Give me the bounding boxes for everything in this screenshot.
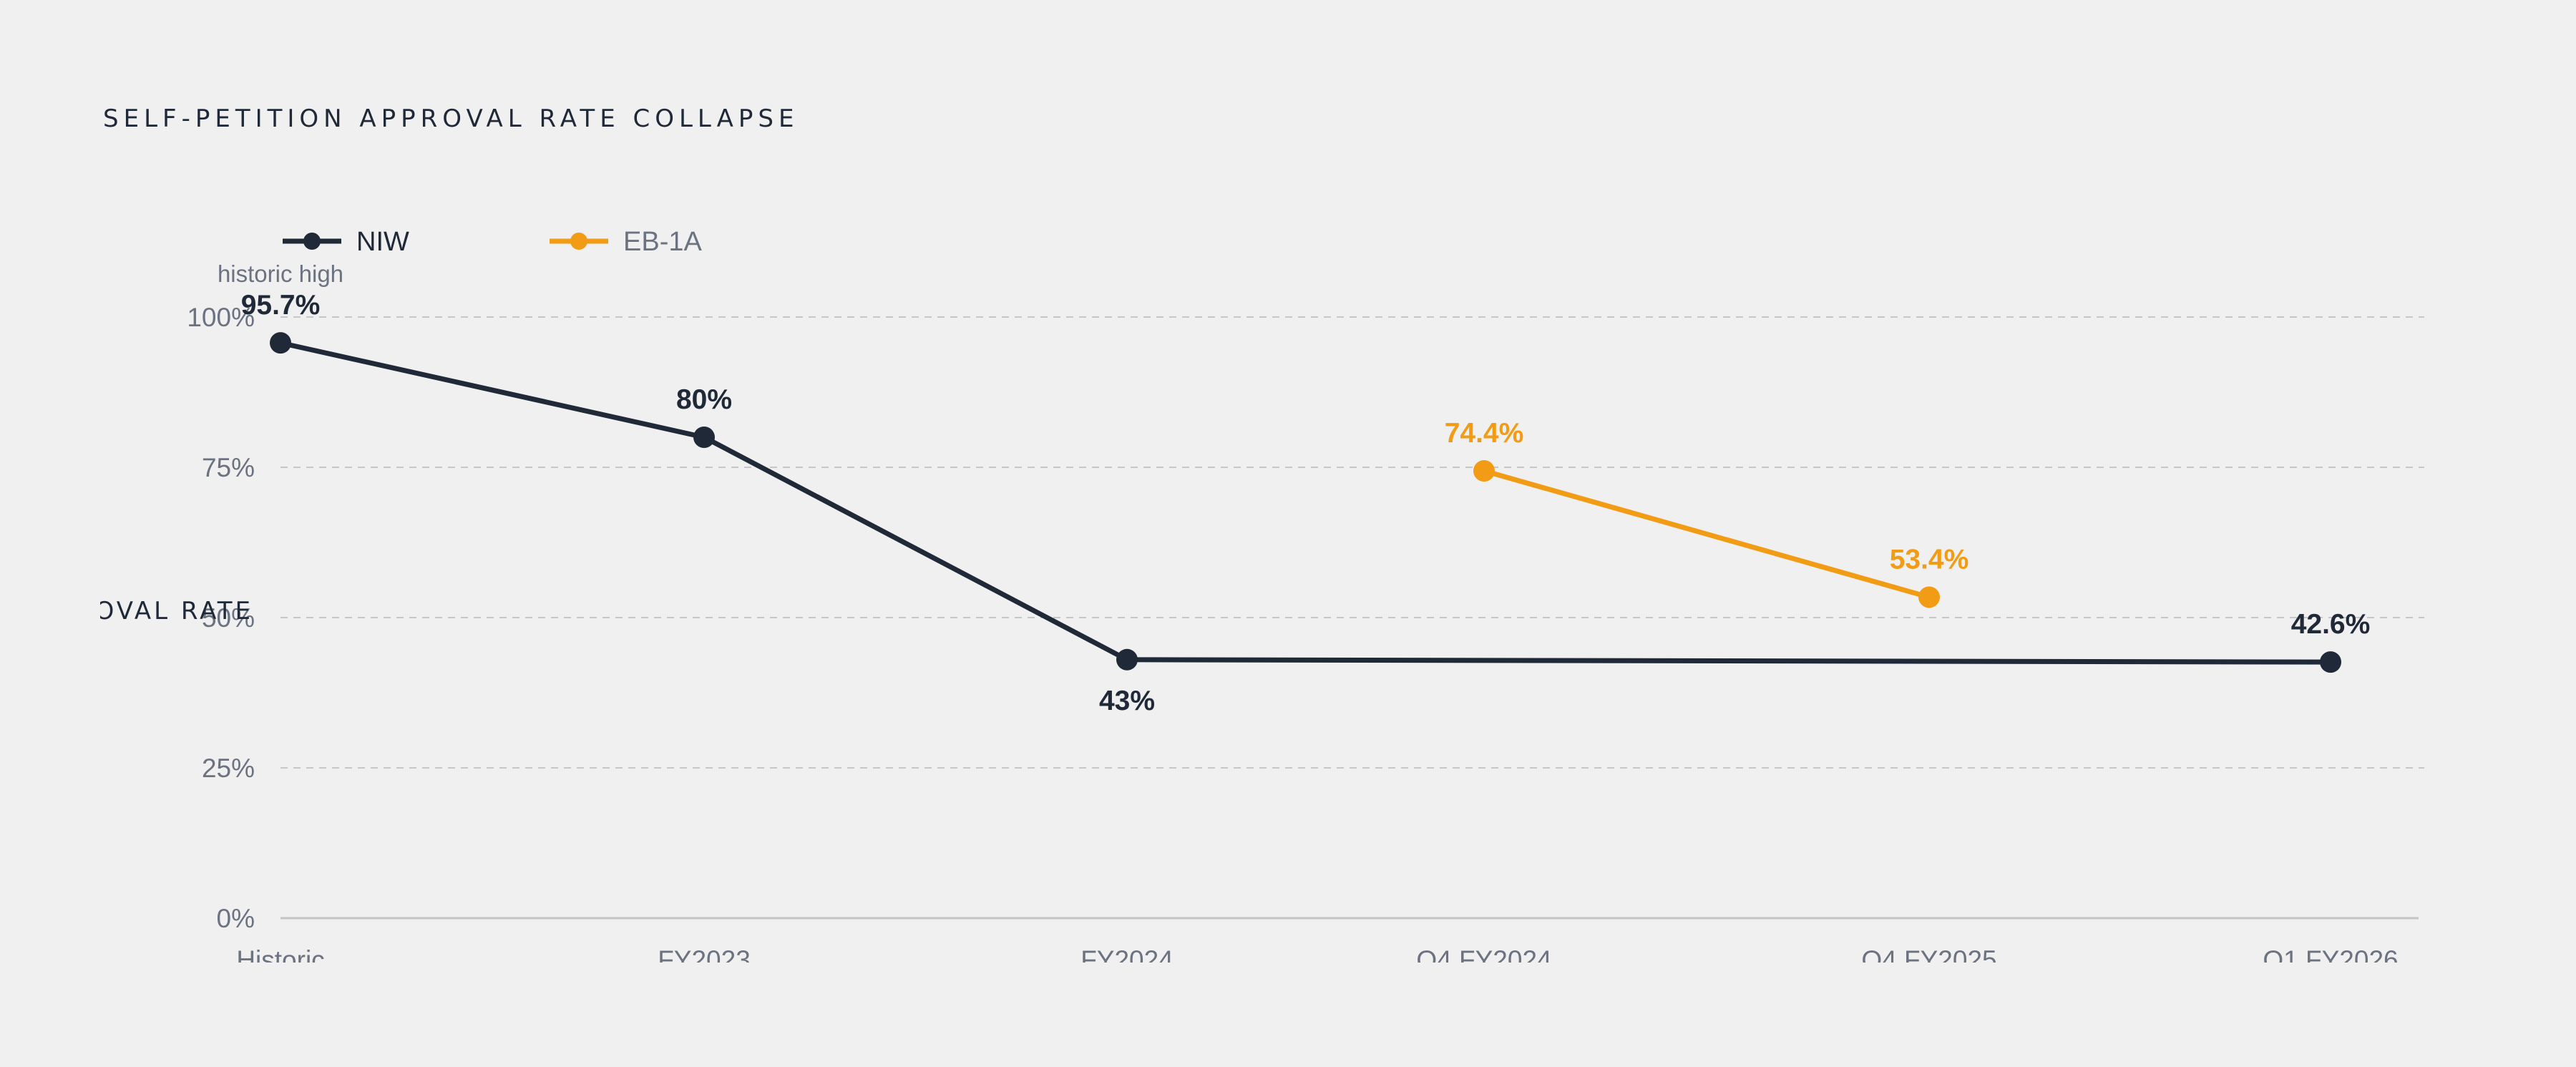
legend-swatch-marker — [570, 233, 587, 250]
legend-item: EB-1A — [550, 227, 702, 257]
legend-label: EB-1A — [623, 227, 702, 257]
series-line-niw — [278, 340, 2333, 665]
data-label: 95.7% — [241, 290, 321, 321]
y-axis-label: APPROVAL RATE — [21, 597, 253, 625]
data-point — [1473, 460, 1495, 482]
chart-title: SELF-PETITION APPROVAL RATE COLLAPSE — [103, 104, 799, 133]
legend-item: NIW — [283, 227, 409, 257]
data-point — [1116, 648, 1138, 671]
legend-swatch-marker — [303, 233, 321, 250]
series-line-eb-1a — [1481, 468, 1932, 600]
x-tick-label: Q4 FY2025 — [1861, 945, 1996, 975]
data-point — [2320, 651, 2341, 673]
y-tick-label: 100% — [187, 303, 255, 332]
data-label: 42.6% — [2291, 609, 2371, 640]
y-tick-label: 25% — [202, 754, 255, 783]
data-point — [1918, 586, 1940, 608]
data-label: 53.4% — [1890, 544, 1969, 575]
data-label: 74.4% — [1445, 418, 1524, 449]
data-point — [270, 332, 291, 354]
annotation: historic high — [218, 260, 343, 287]
x-tick-label: FY2024 — [1080, 945, 1174, 975]
y-tick-label: 50% — [202, 603, 255, 633]
x-tick-label: FY2023 — [658, 945, 751, 975]
data-point — [693, 427, 715, 448]
x-tick-label: Q1 FY2026 — [2263, 945, 2398, 975]
y-tick-label: 75% — [202, 453, 255, 482]
data-label: 80% — [676, 384, 732, 415]
y-tick-label: 0% — [217, 904, 255, 933]
x-tick-label: Historic — [236, 945, 324, 975]
data-label: 43% — [1099, 686, 1155, 716]
x-tick-label: Q4 FY2024 — [1416, 945, 1551, 975]
legend-label: NIW — [356, 227, 409, 257]
